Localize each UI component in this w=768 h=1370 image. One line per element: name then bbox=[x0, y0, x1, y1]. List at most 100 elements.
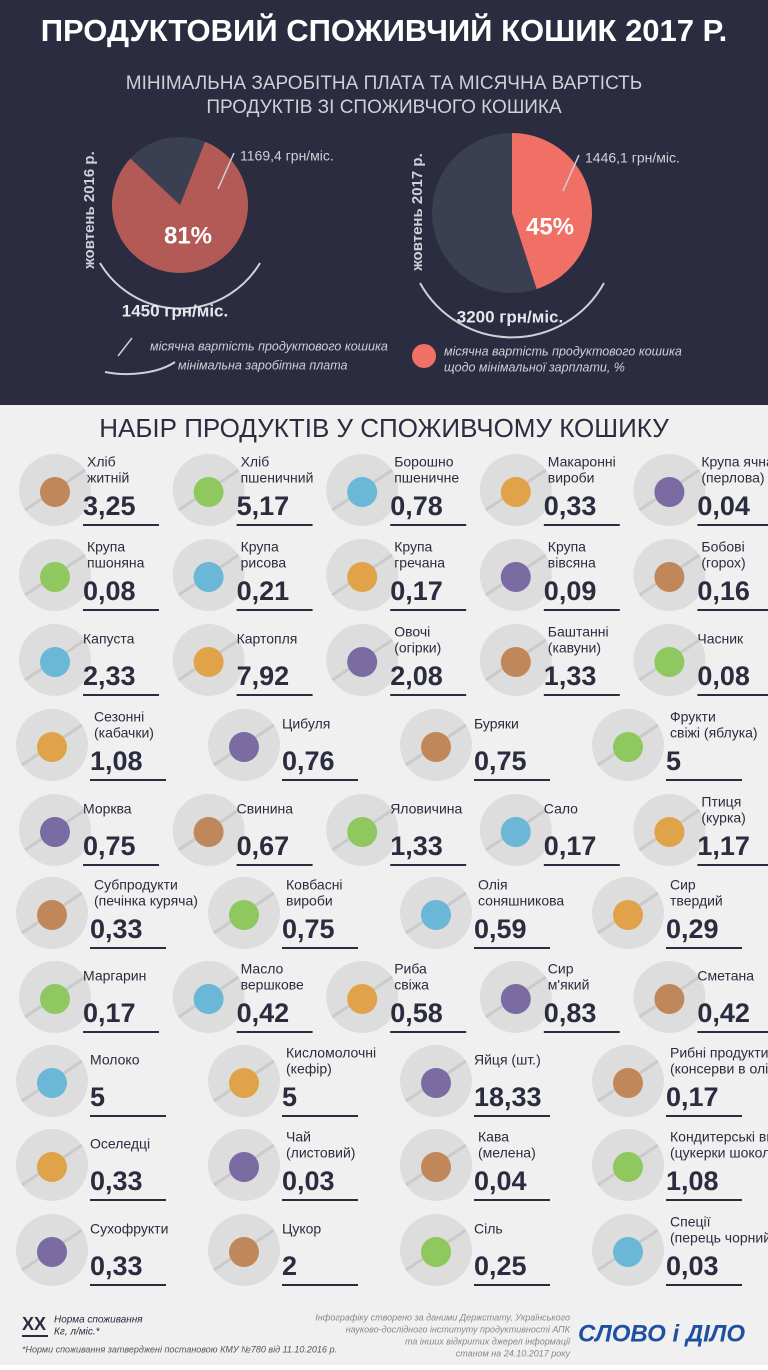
product-icon bbox=[193, 562, 224, 592]
product-icon bbox=[421, 1237, 451, 1267]
product-value: 0,29 bbox=[666, 914, 719, 944]
wage-arc bbox=[419, 282, 605, 339]
footnote: *Норми споживання затверджені постановою… bbox=[22, 1344, 337, 1354]
product-name: Сіль bbox=[474, 1221, 503, 1237]
product-icon bbox=[229, 1237, 259, 1267]
product-value: 0,59 bbox=[474, 914, 527, 944]
product-name: (печінка куряча) bbox=[94, 893, 198, 909]
legend-text: щодо мінімальної зарплати, % bbox=[444, 360, 625, 374]
product-value: 18,33 bbox=[474, 1082, 542, 1112]
product-name: рисова bbox=[241, 555, 287, 571]
product-name: вівсяна bbox=[548, 555, 596, 571]
product-name: свіжі (яблука) bbox=[670, 725, 758, 741]
product-value: 0,04 bbox=[474, 1166, 527, 1196]
source: станом на 24.10.2017 року bbox=[456, 1348, 571, 1358]
product-value: 0,33 bbox=[90, 1166, 143, 1196]
product-value: 0,33 bbox=[544, 491, 597, 521]
product-name: Спеції bbox=[670, 1214, 711, 1230]
product-icon bbox=[40, 562, 70, 592]
product-name: (курка) bbox=[701, 810, 745, 826]
pie-slice bbox=[112, 141, 248, 273]
product-icon bbox=[500, 477, 531, 507]
product-value: 1,08 bbox=[90, 746, 143, 776]
product-value: 0,17 bbox=[544, 831, 597, 861]
min-wage: 1450 грн/міс. bbox=[122, 301, 228, 320]
product-name: (перець чорний мелений) bbox=[670, 1230, 768, 1246]
product-value: 5,17 bbox=[237, 491, 290, 521]
product-icon bbox=[347, 984, 378, 1014]
product-name: Часник bbox=[697, 631, 744, 647]
product-icon bbox=[613, 1237, 643, 1267]
legend-text: місячна вартість продуктового кошика bbox=[444, 344, 682, 358]
product-value: 0,25 bbox=[474, 1251, 527, 1281]
product-icon bbox=[229, 1152, 259, 1182]
product-value: 0,83 bbox=[544, 998, 597, 1028]
product-value: 0,17 bbox=[666, 1082, 719, 1112]
product-name: Борошно bbox=[394, 454, 454, 470]
product-name: Олія bbox=[478, 877, 508, 893]
product-icon bbox=[40, 477, 70, 507]
product-name: (кефір) bbox=[286, 1061, 332, 1077]
product-name: Свинина bbox=[237, 801, 294, 817]
product-value: 1,33 bbox=[544, 661, 597, 691]
product-icon bbox=[40, 817, 70, 847]
product-icon bbox=[421, 900, 451, 930]
basket-cost: 1169,4 грн/міс. bbox=[240, 148, 334, 164]
product-name: (мелена) bbox=[478, 1145, 536, 1161]
min-wage: 3200 грн/міс. bbox=[457, 307, 563, 326]
product-name: (кабачки) bbox=[94, 725, 154, 741]
product-name: Оселедці bbox=[90, 1136, 150, 1152]
product-icon bbox=[347, 562, 378, 592]
product-value: 0,16 bbox=[697, 576, 750, 606]
product-icon bbox=[193, 477, 224, 507]
product-value: 0,42 bbox=[697, 998, 750, 1028]
subtitle: ПРОДУКТІВ ЗІ СПОЖИВЧОГО КОШИКА bbox=[206, 97, 562, 118]
product-value: 1,08 bbox=[666, 1166, 719, 1196]
product-name: Сметана bbox=[697, 968, 754, 984]
product-name: Масло bbox=[241, 961, 284, 977]
product-name: Крупа bbox=[241, 539, 279, 555]
basket-cost: 1446,1 грн/міс. bbox=[585, 150, 680, 166]
product-value: 0,78 bbox=[390, 491, 443, 521]
product-value: 0,75 bbox=[474, 746, 527, 776]
product-name: Чай bbox=[286, 1129, 311, 1145]
product-icon bbox=[654, 984, 685, 1014]
legend-line bbox=[117, 337, 133, 357]
product-name: Кисломолочні bbox=[286, 1045, 376, 1061]
product-value: 7,92 bbox=[237, 661, 290, 691]
product-icon bbox=[193, 984, 224, 1014]
product-value: 5 bbox=[666, 746, 681, 776]
product-name: (цукерки шоколадні) bbox=[670, 1145, 768, 1161]
product-name: (листовий) bbox=[286, 1145, 355, 1161]
product-icon bbox=[500, 647, 531, 677]
product-icon bbox=[654, 647, 685, 677]
product-icon bbox=[347, 647, 378, 677]
product-value: 1,17 bbox=[697, 831, 750, 861]
product-icon bbox=[37, 1237, 67, 1267]
section-title: НАБІР ПРОДУКТІВ У СПОЖИВЧОМУ КОШИКУ bbox=[99, 413, 669, 443]
legend-arc bbox=[104, 361, 176, 376]
title: ПРОДУКТОВИЙ СПОЖИВЧИЙ КОШИК 2017 Р. bbox=[41, 12, 728, 48]
product-value: 0,76 bbox=[282, 746, 335, 776]
product-value: 2,08 bbox=[390, 661, 443, 691]
wage-arc bbox=[99, 262, 261, 310]
product-name: Сир bbox=[548, 961, 574, 977]
product-name: Бобові bbox=[701, 539, 744, 555]
product-name: Баштанні bbox=[548, 624, 609, 640]
source: науково-дослідного інституту продуктивно… bbox=[346, 1324, 571, 1334]
product-name: пшеничний bbox=[241, 470, 314, 486]
product-icon bbox=[229, 900, 259, 930]
product-icon bbox=[613, 1152, 643, 1182]
product-icon bbox=[654, 817, 685, 847]
logo: СЛОВО і ДІЛО bbox=[578, 1320, 745, 1347]
product-icon bbox=[613, 900, 643, 930]
product-name: Птиця bbox=[701, 794, 741, 810]
product-name: (кавуни) bbox=[548, 640, 601, 656]
product-name: Яловичина bbox=[390, 801, 462, 817]
product-icon bbox=[37, 732, 67, 762]
product-icon bbox=[421, 1152, 451, 1182]
product-value: 1,33 bbox=[390, 831, 443, 861]
product-icon bbox=[500, 984, 531, 1014]
